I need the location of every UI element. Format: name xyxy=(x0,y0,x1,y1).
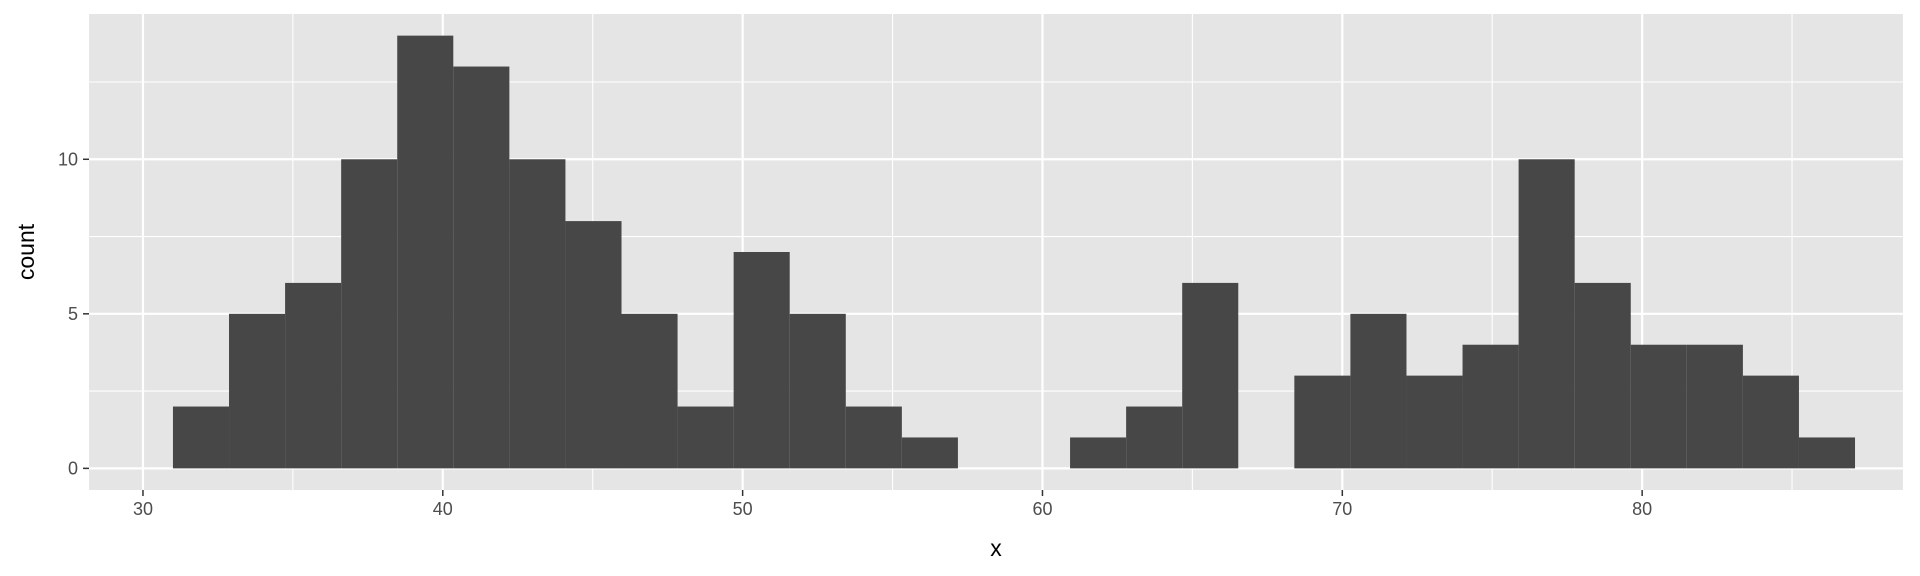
histogram-bar xyxy=(789,313,846,469)
histogram-bar xyxy=(1182,282,1239,469)
y-tick-label: 10 xyxy=(58,149,78,169)
histogram-bar xyxy=(677,406,734,469)
histogram-bar xyxy=(1070,437,1127,469)
histogram-bar xyxy=(1630,344,1687,469)
x-tick-label: 60 xyxy=(1032,499,1052,519)
histogram-bar xyxy=(172,406,230,469)
histogram-bar xyxy=(397,35,454,469)
x-tick-label: 30 xyxy=(133,499,153,519)
x-tick-label: 50 xyxy=(733,499,753,519)
histogram-bars xyxy=(172,35,1856,469)
histogram-bar xyxy=(621,313,678,469)
histogram-bar xyxy=(285,282,342,469)
histogram-bar xyxy=(1574,282,1631,469)
histogram-bar xyxy=(1406,375,1463,469)
x-axis-ticks: 30 40 50 60 70 80 xyxy=(133,490,1652,519)
x-axis-title: x xyxy=(990,535,1002,561)
histogram-bar xyxy=(901,437,958,469)
y-axis-title: count xyxy=(13,223,39,280)
x-tick-label: 80 xyxy=(1632,499,1652,519)
histogram-bar xyxy=(453,66,510,469)
x-tick-label: 40 xyxy=(433,499,453,519)
histogram-bar xyxy=(1462,344,1519,469)
histogram-bar xyxy=(845,406,902,469)
histogram-bar xyxy=(1294,375,1351,469)
histogram-bar xyxy=(509,159,566,469)
histogram-bar xyxy=(733,252,790,469)
histogram-bar xyxy=(1742,375,1799,469)
histogram-bar xyxy=(1350,313,1407,469)
y-tick-label: 0 xyxy=(68,458,78,478)
histogram-bar xyxy=(341,159,398,469)
y-axis-ticks: 0 5 10 xyxy=(58,149,89,478)
histogram-bar xyxy=(1686,344,1743,469)
histogram-bar xyxy=(1798,437,1856,469)
histogram-bar xyxy=(1518,159,1575,469)
histogram-bar xyxy=(565,221,622,469)
histogram-bar xyxy=(1126,406,1183,469)
y-tick-label: 5 xyxy=(68,304,78,324)
x-tick-label: 70 xyxy=(1332,499,1352,519)
histogram-bar xyxy=(229,313,286,469)
